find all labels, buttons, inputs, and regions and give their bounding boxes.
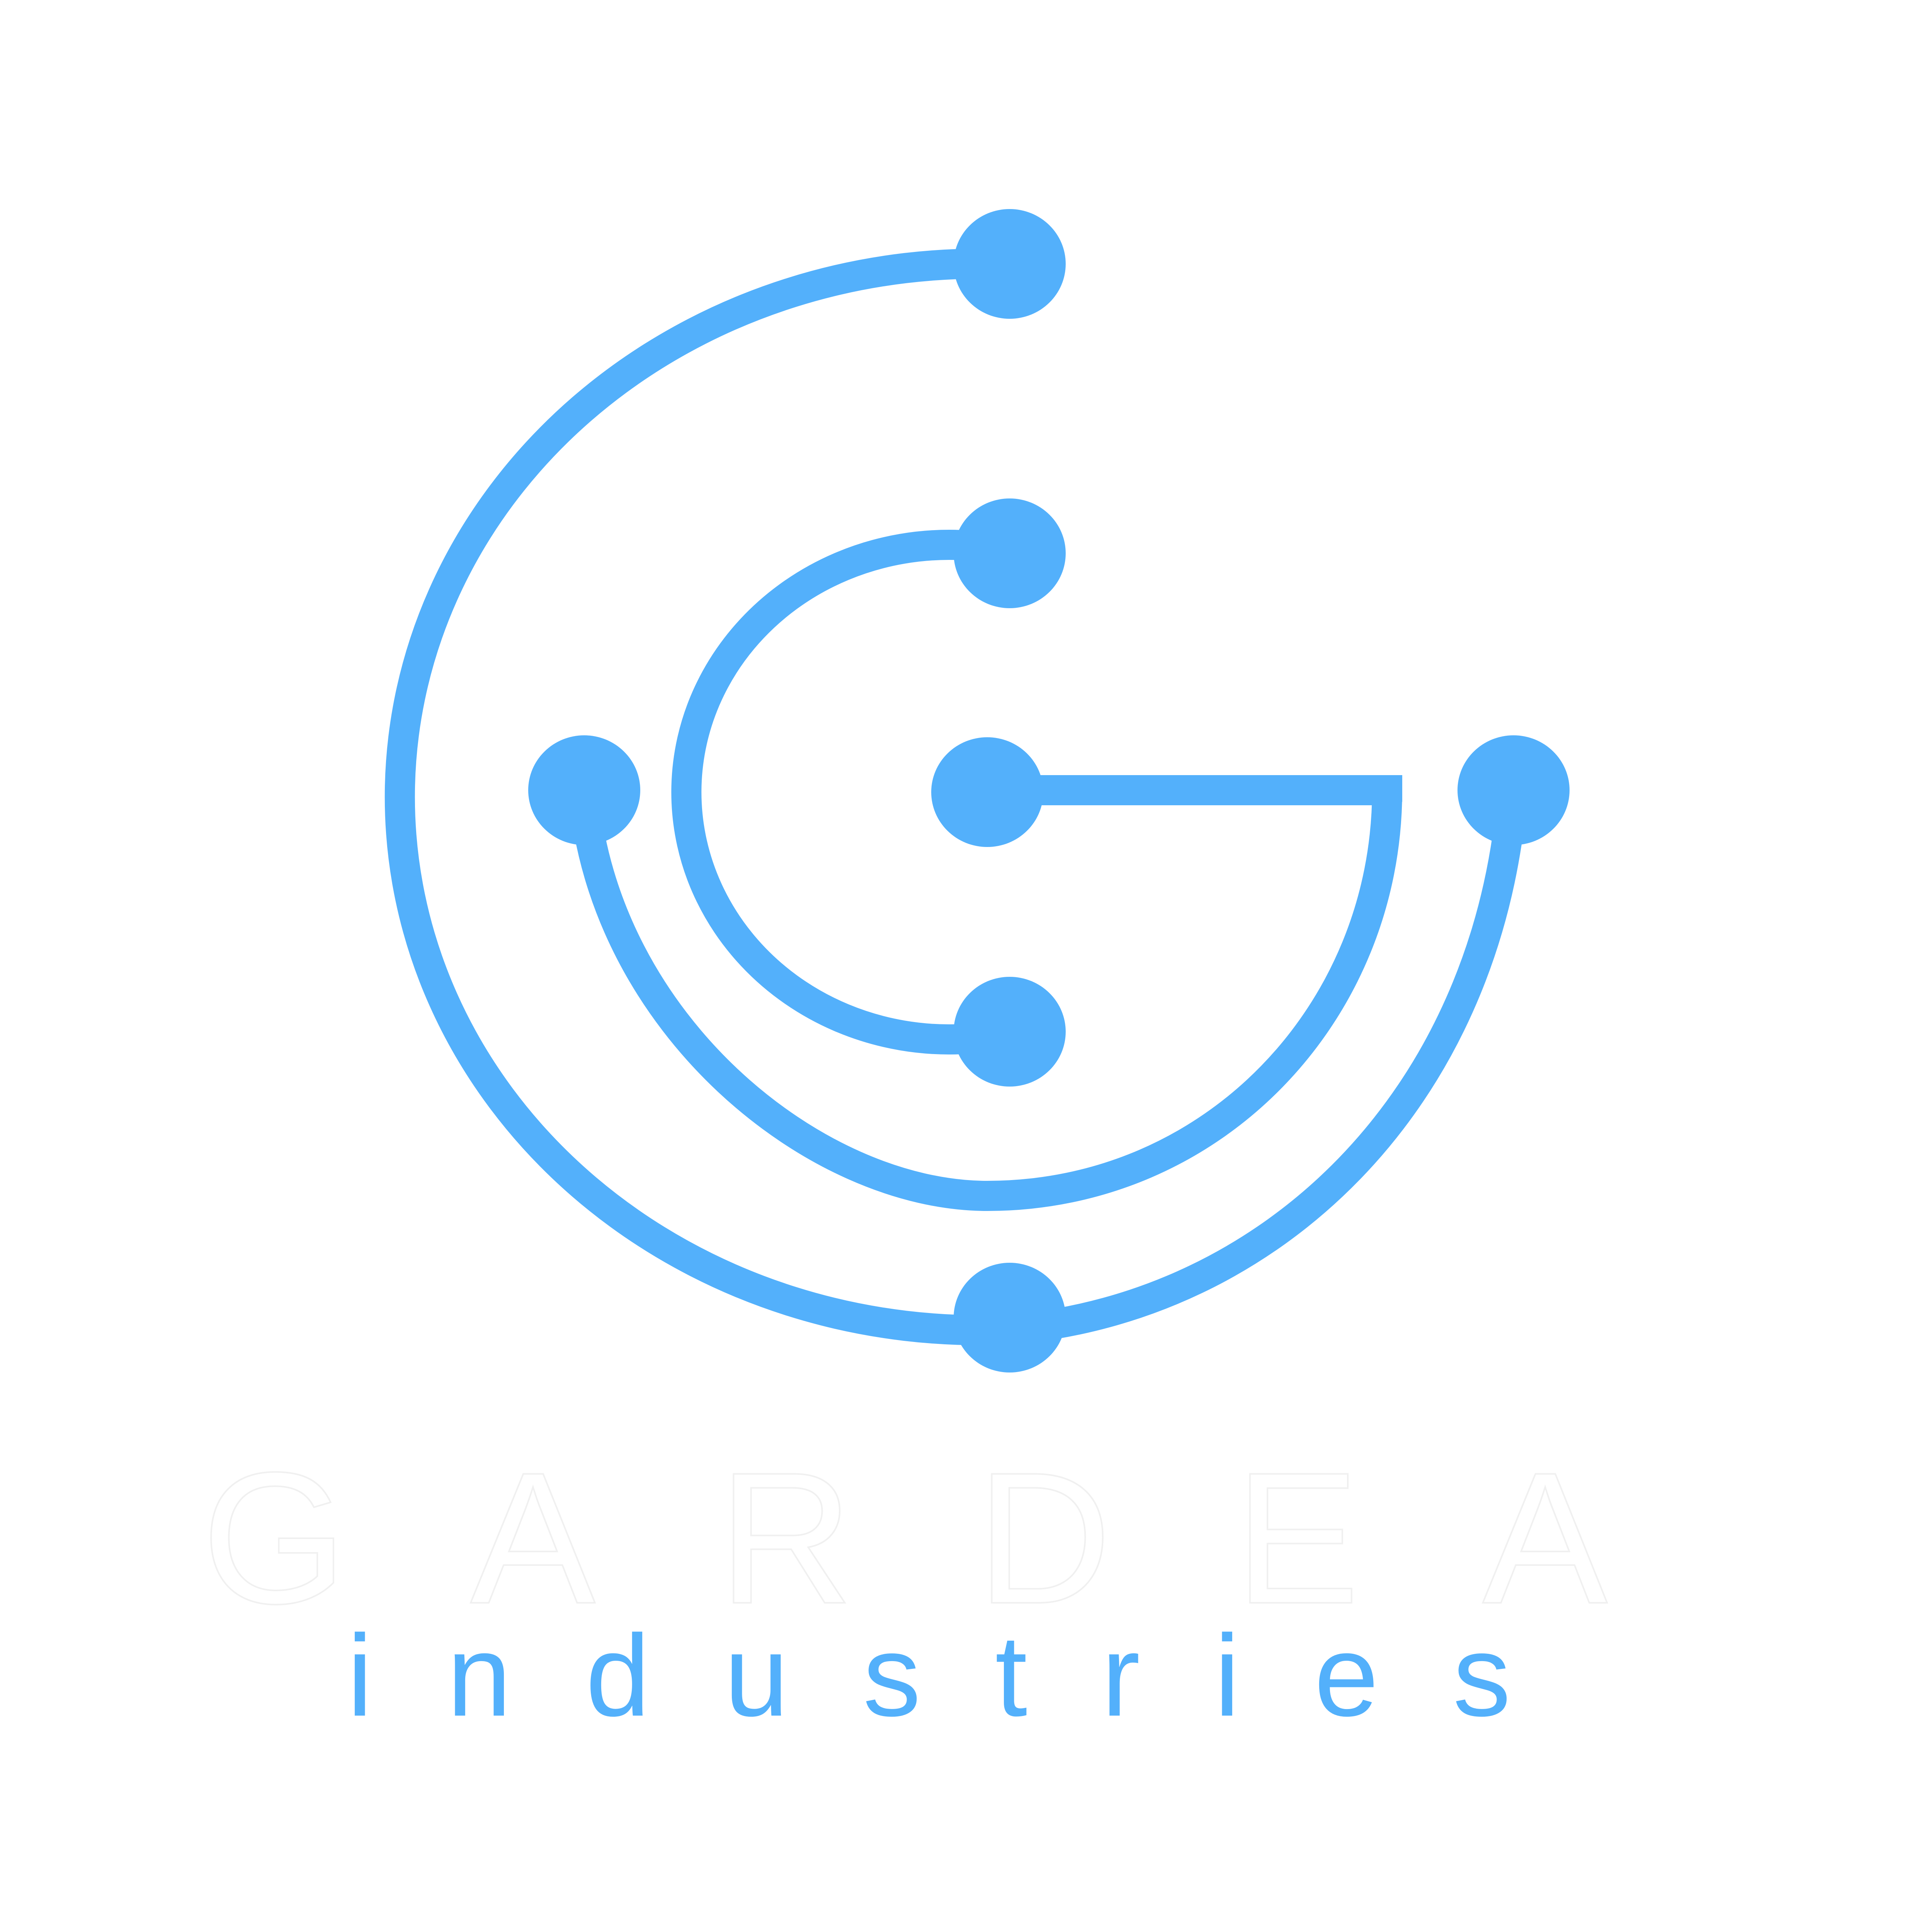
circuit-g-logo-icon: [384, 209, 1570, 1372]
outer-arc: [384, 248, 1015, 1345]
node-center: [931, 737, 1043, 847]
node-lower-inner: [954, 977, 1066, 1087]
node-top: [954, 209, 1066, 319]
node-right: [1458, 735, 1570, 845]
middle-arc: [568, 789, 1402, 1211]
brand-tagline: industries: [347, 1611, 1585, 1740]
inner-arc: [671, 530, 1018, 1054]
brand-name: GARDEA: [202, 1433, 1730, 1643]
right-arc: [1013, 789, 1528, 1344]
node-bottom: [954, 1263, 1066, 1372]
node-upper-inner: [954, 498, 1066, 608]
node-left: [528, 735, 640, 845]
